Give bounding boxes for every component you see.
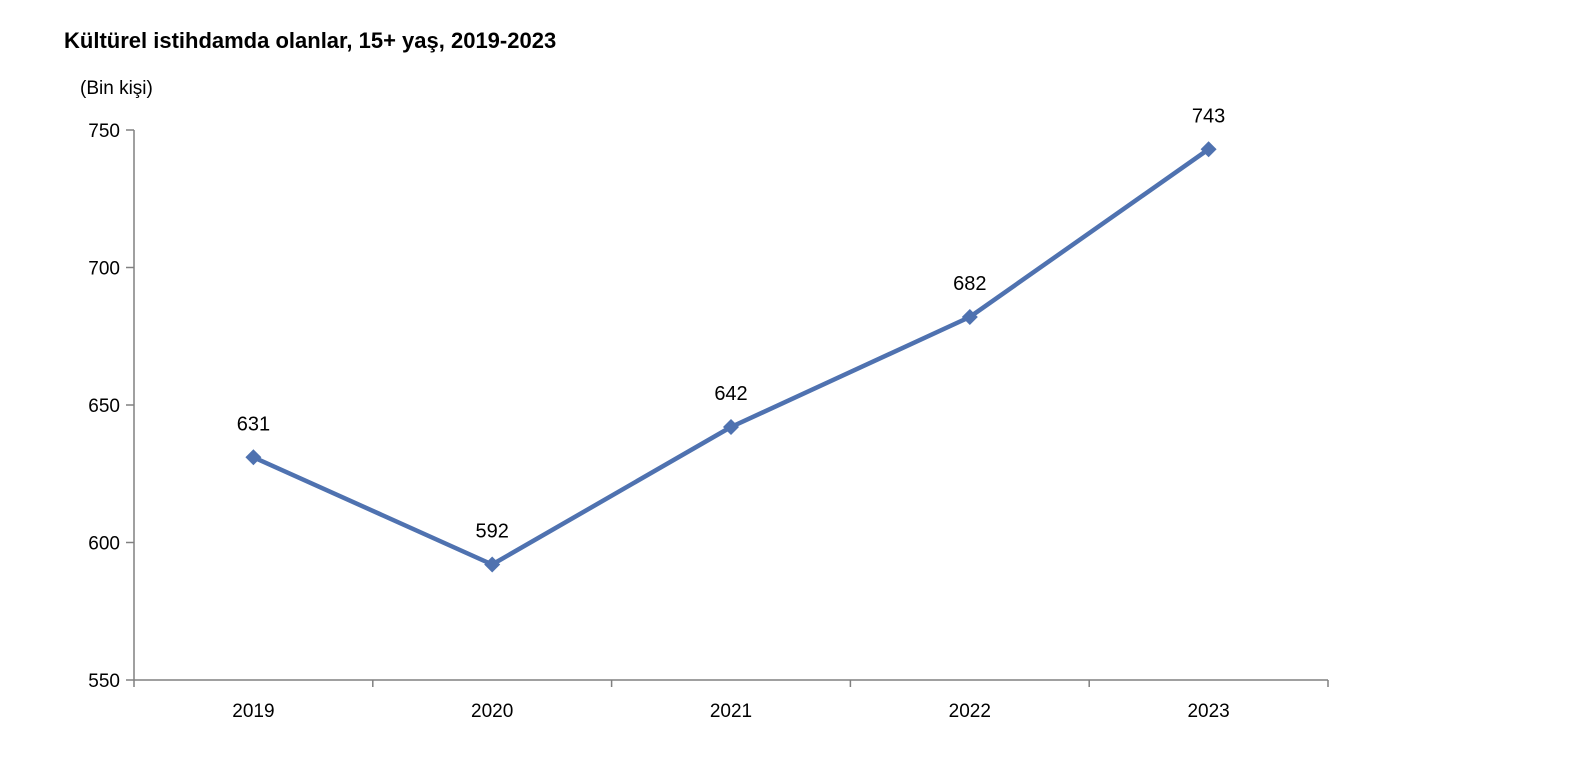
data-label: 642 — [714, 383, 747, 405]
x-tick-label: 2021 — [710, 701, 752, 722]
data-label: 592 — [476, 521, 509, 543]
x-tick-label: 2020 — [471, 701, 513, 722]
data-label: 743 — [1192, 105, 1225, 127]
x-tick-label: 2023 — [1187, 701, 1229, 722]
x-tick-label: 2022 — [949, 701, 991, 722]
y-axis-unit-label: (Bin kişi) — [80, 78, 153, 99]
data-label: 682 — [953, 273, 986, 295]
data-point-marker — [723, 419, 739, 435]
data-labels: 631 592 642 682 743 — [237, 105, 1226, 542]
data-point-marker — [1200, 141, 1217, 158]
axes: 550 600 650 700 750 2019 2020 2021 2022 2023 — [88, 121, 1329, 722]
x-tick-label: 2019 — [232, 701, 274, 722]
chart-title: Kültürel istihdamda olanlar, 15+ yaş, 20… — [64, 28, 557, 53]
y-tick-label: 650 — [88, 396, 120, 417]
y-tick-label: 550 — [88, 671, 120, 692]
series-line — [252, 147, 1210, 567]
data-point-marker — [245, 449, 262, 466]
y-tick-label: 600 — [88, 534, 120, 555]
data-point-marker — [961, 309, 978, 325]
data-point-marker — [484, 556, 501, 573]
y-tick-label: 750 — [88, 121, 120, 142]
data-label: 631 — [237, 413, 270, 435]
y-tick-label: 700 — [88, 259, 120, 280]
series-layer — [245, 141, 1217, 573]
